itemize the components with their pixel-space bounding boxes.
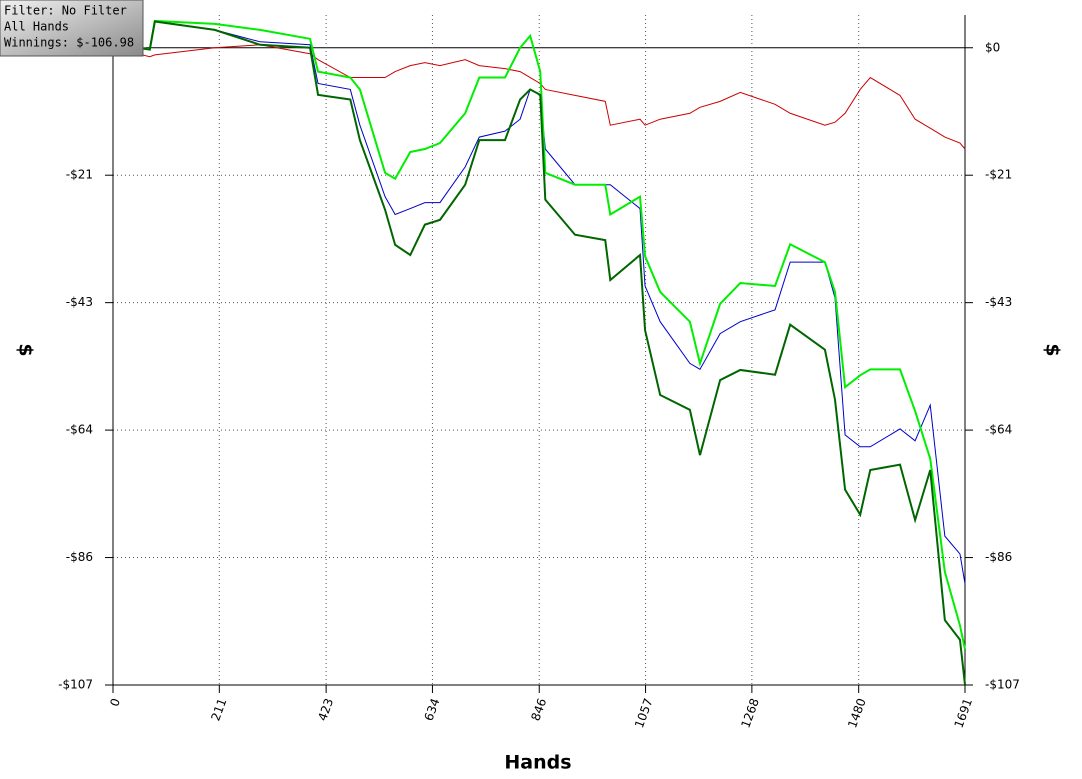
info-text: All Hands <box>4 20 69 34</box>
series-line <box>112 20 966 685</box>
y-tick-label: -$86 <box>66 550 93 564</box>
y-axis-label: $ <box>15 343 37 356</box>
info-box <box>0 0 144 57</box>
y-tick-label: -$43 <box>66 295 93 309</box>
info-text: Winnings: $-106.98 <box>4 36 134 50</box>
x-tick-label: 1691 <box>952 696 976 729</box>
series-line <box>112 44 966 150</box>
y-tick-label-right: -$43 <box>985 295 1012 309</box>
y-axis-label-right: $ <box>1042 343 1064 356</box>
x-tick-label: 1268 <box>738 696 762 729</box>
x-tick-label: 211 <box>208 696 229 722</box>
series-line <box>112 19 966 650</box>
x-tick-label: 423 <box>315 696 336 722</box>
info-text: Filter: No Filter <box>4 4 127 18</box>
y-tick-label-right: -$107 <box>985 678 1020 692</box>
y-tick-label: -$107 <box>58 678 93 692</box>
y-tick-label: -$64 <box>66 423 93 437</box>
x-tick-label: 634 <box>422 696 443 722</box>
y-tick-label-right: -$64 <box>985 423 1012 437</box>
x-tick-label: 1480 <box>845 696 869 729</box>
y-tick-label-right: -$21 <box>985 168 1012 182</box>
y-tick-label-right: $0 <box>985 40 1000 54</box>
x-axis-label: Hands <box>504 752 571 774</box>
y-tick-label-right: -$86 <box>985 550 1012 564</box>
x-tick-label: 1057 <box>632 696 656 729</box>
x-tick-label: 0 <box>107 696 123 708</box>
y-tick-label: -$21 <box>66 168 93 182</box>
x-tick-label: 846 <box>528 696 549 722</box>
